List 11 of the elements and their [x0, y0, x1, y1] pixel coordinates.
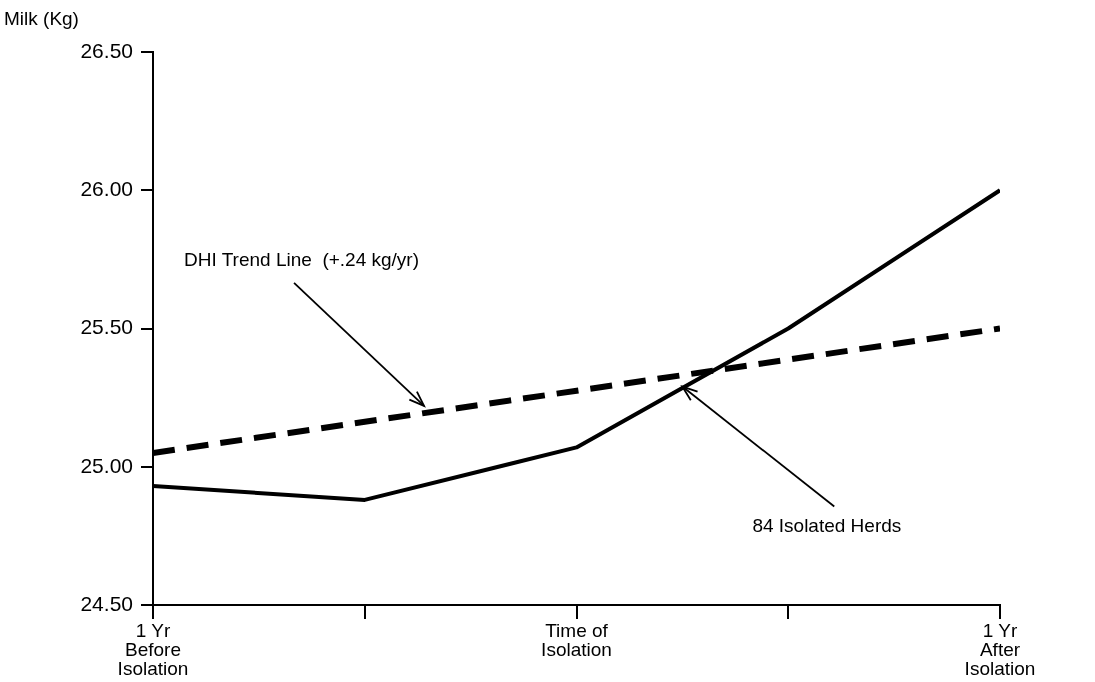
y-tick-label: 26.50: [80, 38, 133, 62]
y-tick-label: 25.00: [80, 453, 133, 477]
annotation: 84 Isolated Herds: [752, 514, 902, 536]
y-tick-label: 26.00: [80, 177, 133, 201]
y-tick-label: 24.50: [80, 591, 133, 615]
x-tick-label: Time of Isolation: [541, 619, 612, 660]
y-axis-title: Milk (Kg): [4, 8, 79, 30]
y-tick-label: 25.50: [80, 315, 133, 339]
annotation: DHI Trend Line (+.24 kg/yr): [184, 249, 420, 271]
x-tick-label: 1 Yr After Isolation: [964, 619, 1036, 679]
x-tick-label: 1 Yr Before Isolation: [117, 619, 189, 679]
